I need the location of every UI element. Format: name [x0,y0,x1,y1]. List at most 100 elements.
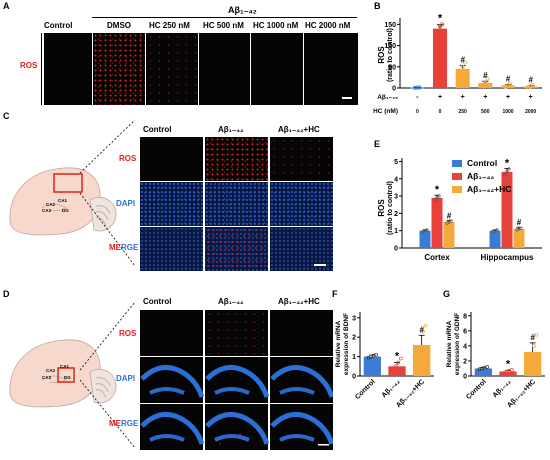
e-category-label: Hippocampus [481,253,534,262]
b-y-tick-label: 100 [384,43,396,50]
g-y-tick-label: 8 [463,313,467,320]
g-ylabel: Relative mRNA [446,320,453,367]
e-point [493,229,497,233]
b-bar [523,86,538,88]
e-sig-mark: # [517,218,522,227]
e-sig-mark: * [435,184,440,196]
f-bar [413,344,431,376]
f-ylabel-2: expression of BDNF [343,313,350,375]
b-abeta-sign: + [438,94,442,101]
e-ylabel: ROS [377,199,386,217]
brain-label-ca3: CA3 [42,208,51,213]
region-highlight-box-c [53,173,83,193]
b-bar [432,28,448,88]
micrograph-c-ros-abeta [205,137,268,181]
b-row-abeta-label: Aβ₁₋₄₂ [377,94,398,101]
e-point [495,228,499,232]
hippocampus-merge-row [140,404,333,450]
b-point [415,85,420,90]
e-point [421,229,425,233]
g-point [532,344,536,348]
e-point [491,229,495,233]
f-point [399,356,403,361]
col-control: Control [44,21,73,30]
col-hc1000: HC 1000 nM [253,21,299,30]
f-point [393,364,398,369]
g-bar [474,368,492,376]
f-point [391,370,395,374]
merge-rge-text: RGE [121,243,139,252]
b-hc-value: 500 [481,109,490,115]
b-point [417,85,422,90]
col-d-abeta: Aβ₁₋₄₂ [218,297,244,306]
f-point [418,345,423,349]
row-d-ros: ROS [119,329,137,338]
zoom-lines-d [80,301,136,449]
b-abeta-sign: + [483,94,487,101]
f-y-tick-label: 0 [352,374,356,381]
b-sig-mark: # [506,75,511,84]
merge-me-text: ME [109,243,121,252]
legend-item-control: Control [452,158,497,168]
b-point [485,76,490,81]
b-point [413,85,418,90]
col-d-control: Control [143,297,172,306]
col-hc2000: HC 2000 nM [305,21,351,30]
f-point [396,360,401,365]
f-category-label: Control [354,378,377,401]
g-sig-mark: # [530,333,535,342]
f-y-tick-label: 1 [352,354,356,361]
e-point [519,226,523,230]
col-c-abeta-hc: Aβ₁₋₄₂+HC [278,125,320,134]
b-hc-value: 0 [416,109,419,115]
b-point [460,64,465,69]
micrograph-hc2000 [304,33,358,105]
brain-label-ca1-d: CA1 [60,364,69,369]
g-y-tick-label: 6 [463,328,467,335]
col-c-abeta: Aβ₁₋₄₂ [218,125,244,134]
g-y-tick-label: 2 [463,358,467,365]
row-c-dapi: DAPI [116,199,136,208]
legend-label-abeta: Aβ₁₋₄₂ [467,171,495,181]
merge-me-text-d: ME [109,419,121,428]
g-ylabel-2: expression of GDNF [454,313,461,376]
legend-item-abeta-hc: Aβ₁₋₄₂+HC [452,184,511,195]
b-point [440,22,445,27]
g-point [502,371,506,375]
legend-swatch-abeta-hc [452,186,462,193]
f-point [423,323,428,328]
panel-label-b: B [374,1,381,11]
brain-label-ca2-d: CA2 [46,368,55,373]
e-bar [489,230,501,248]
b-abeta-sign: - [416,94,419,101]
micrograph-d-ros-control [140,310,203,356]
e-sig-mark: # [447,211,452,220]
e-bar [513,228,525,248]
e-y-tick-label: 4 [394,176,398,183]
e-point [437,194,441,198]
g-point [529,355,534,360]
b-point [530,83,535,88]
merge-rge-text-d: RGE [121,419,139,428]
b-y-tick-label: 0 [392,86,396,93]
f-y-tick-label: 3 [352,315,356,322]
b-bar [410,87,425,89]
row-ros-label: ROS [20,61,38,70]
row-d-dapi: DAPI [116,374,136,383]
f-bar [363,356,381,376]
b-sig-mark: * [438,12,443,24]
micrograph-dmso [93,33,145,105]
e-point [425,228,429,232]
b-point [508,81,513,86]
e-y-tick-label: 3 [394,194,398,201]
col-d-abeta-hc: Aβ₁₋₄₂+HC [278,297,320,306]
g-category-label: Aβ₁₋₄₂ [492,378,513,399]
zoom-lines-c [80,119,136,267]
row-d-merge: MERGE [109,420,138,428]
chart-g: 0 2 4 6 8 Relative mRNA expression of GDNF Cont… [446,312,545,409]
b-point [462,60,467,65]
micrograph-control [44,33,92,105]
f-ylabel: Relative mRNA [335,320,342,367]
b-abeta-sign: + [529,94,533,101]
b-hc-value: 1000 [502,109,513,115]
